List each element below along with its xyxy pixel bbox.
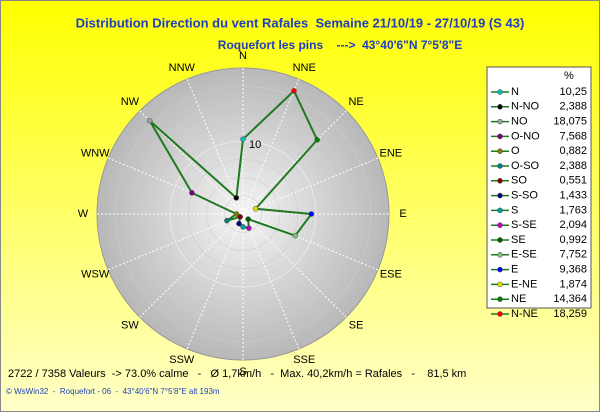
direction-label: ESE — [380, 268, 402, 280]
legend-label: S — [511, 204, 518, 216]
legend-label: N-NE — [511, 308, 538, 320]
legend-marker — [497, 89, 503, 95]
point — [146, 117, 153, 124]
legend-marker — [497, 118, 503, 125]
legend-value: 1,763 — [559, 204, 587, 216]
legend-label: N — [511, 86, 519, 98]
chart-subtitle: Roquefort les pins ---> 43°40'6"N 7°5'8"… — [218, 38, 462, 52]
direction-label: ENE — [380, 147, 403, 159]
legend-value: 18,259 — [553, 308, 587, 320]
legend-value: 14,364 — [553, 293, 587, 305]
point — [233, 211, 240, 217]
direction-label: N — [239, 50, 247, 62]
direction-label: S — [239, 366, 246, 378]
legend-label: E — [511, 264, 518, 276]
legend-marker — [497, 222, 503, 228]
legend-label: O-NO — [511, 130, 540, 142]
legend-marker — [497, 311, 503, 317]
direction-label: SSE — [293, 354, 315, 366]
legend-label: NE — [511, 293, 526, 305]
legend-title: % — [564, 70, 574, 82]
legend-marker — [497, 266, 503, 273]
point — [246, 225, 252, 231]
point — [233, 195, 240, 201]
point — [314, 137, 320, 143]
legend-value: 2,388 — [559, 101, 587, 113]
point — [292, 232, 299, 239]
point — [189, 190, 195, 196]
direction-label: SSW — [169, 354, 195, 366]
point — [236, 220, 242, 227]
legend-marker — [497, 163, 503, 169]
legend-label: NO — [511, 116, 528, 128]
legend-label: E-SE — [511, 249, 537, 261]
direction-label: NNE — [293, 62, 316, 74]
credit: © WsWin32 - Roquefort - 06 - 43°40'6"N 7… — [6, 387, 220, 396]
point — [291, 88, 297, 94]
point — [308, 211, 315, 217]
legend-marker — [497, 178, 503, 184]
direction-label: SE — [349, 320, 364, 332]
point — [240, 224, 246, 230]
direction-label: NE — [348, 96, 363, 108]
legend-value: 0,992 — [559, 234, 587, 246]
legend-value: 0,882 — [559, 145, 587, 157]
rose-band — [187, 158, 299, 270]
rose-band — [114, 85, 372, 343]
legend-value: 10,25 — [559, 86, 587, 98]
footer: 2722 / 7358 Valeurs -> 73.0% calme - Ø 1… — [8, 368, 466, 380]
rose-band — [151, 122, 335, 306]
direction-label: E — [399, 208, 406, 220]
direction-label: W — [78, 208, 89, 220]
legend-label: SE — [511, 234, 526, 246]
direction-label: WSW — [81, 268, 110, 280]
direction-label: NNW — [169, 62, 196, 74]
legend-marker — [497, 237, 503, 243]
legend-value: 1,874 — [559, 278, 587, 290]
point — [252, 206, 259, 212]
legend-value: 2,094 — [559, 219, 587, 231]
point — [224, 217, 230, 224]
legend-value: 0,551 — [559, 175, 587, 187]
legend-marker — [497, 296, 503, 302]
direction-label: NW — [121, 96, 140, 108]
legend-label: S-SE — [511, 219, 537, 231]
legend-marker — [497, 281, 503, 288]
r-tick-label: 10 — [249, 139, 261, 151]
legend-label: O-SO — [511, 160, 540, 172]
legend-value: 7,752 — [559, 249, 587, 261]
legend-label: SO — [511, 175, 527, 187]
legend-label: O — [511, 145, 520, 157]
rose-band — [224, 195, 262, 233]
point — [245, 216, 251, 222]
legend-label: E-NE — [511, 278, 537, 290]
legend-marker — [497, 104, 503, 110]
legend-value: 18,075 — [553, 116, 587, 128]
legend-value: 9,368 — [559, 264, 587, 276]
legend-marker — [497, 133, 503, 140]
legend-value: 2,388 — [559, 160, 587, 172]
legend-label: S-SO — [511, 190, 538, 202]
point — [240, 136, 246, 142]
legend-label: N-NO — [511, 101, 540, 113]
chart-title: Distribution Direction du vent Rafales S… — [76, 15, 525, 30]
legend-marker — [497, 148, 503, 154]
legend-value: 7,568 — [559, 130, 587, 142]
legend-marker — [497, 207, 503, 214]
legend-marker — [497, 192, 503, 199]
point — [237, 214, 243, 220]
direction-label: SW — [121, 320, 139, 332]
direction-label: WNW — [81, 147, 110, 159]
legend-marker — [497, 252, 503, 258]
legend-value: 1,433 — [559, 190, 587, 202]
